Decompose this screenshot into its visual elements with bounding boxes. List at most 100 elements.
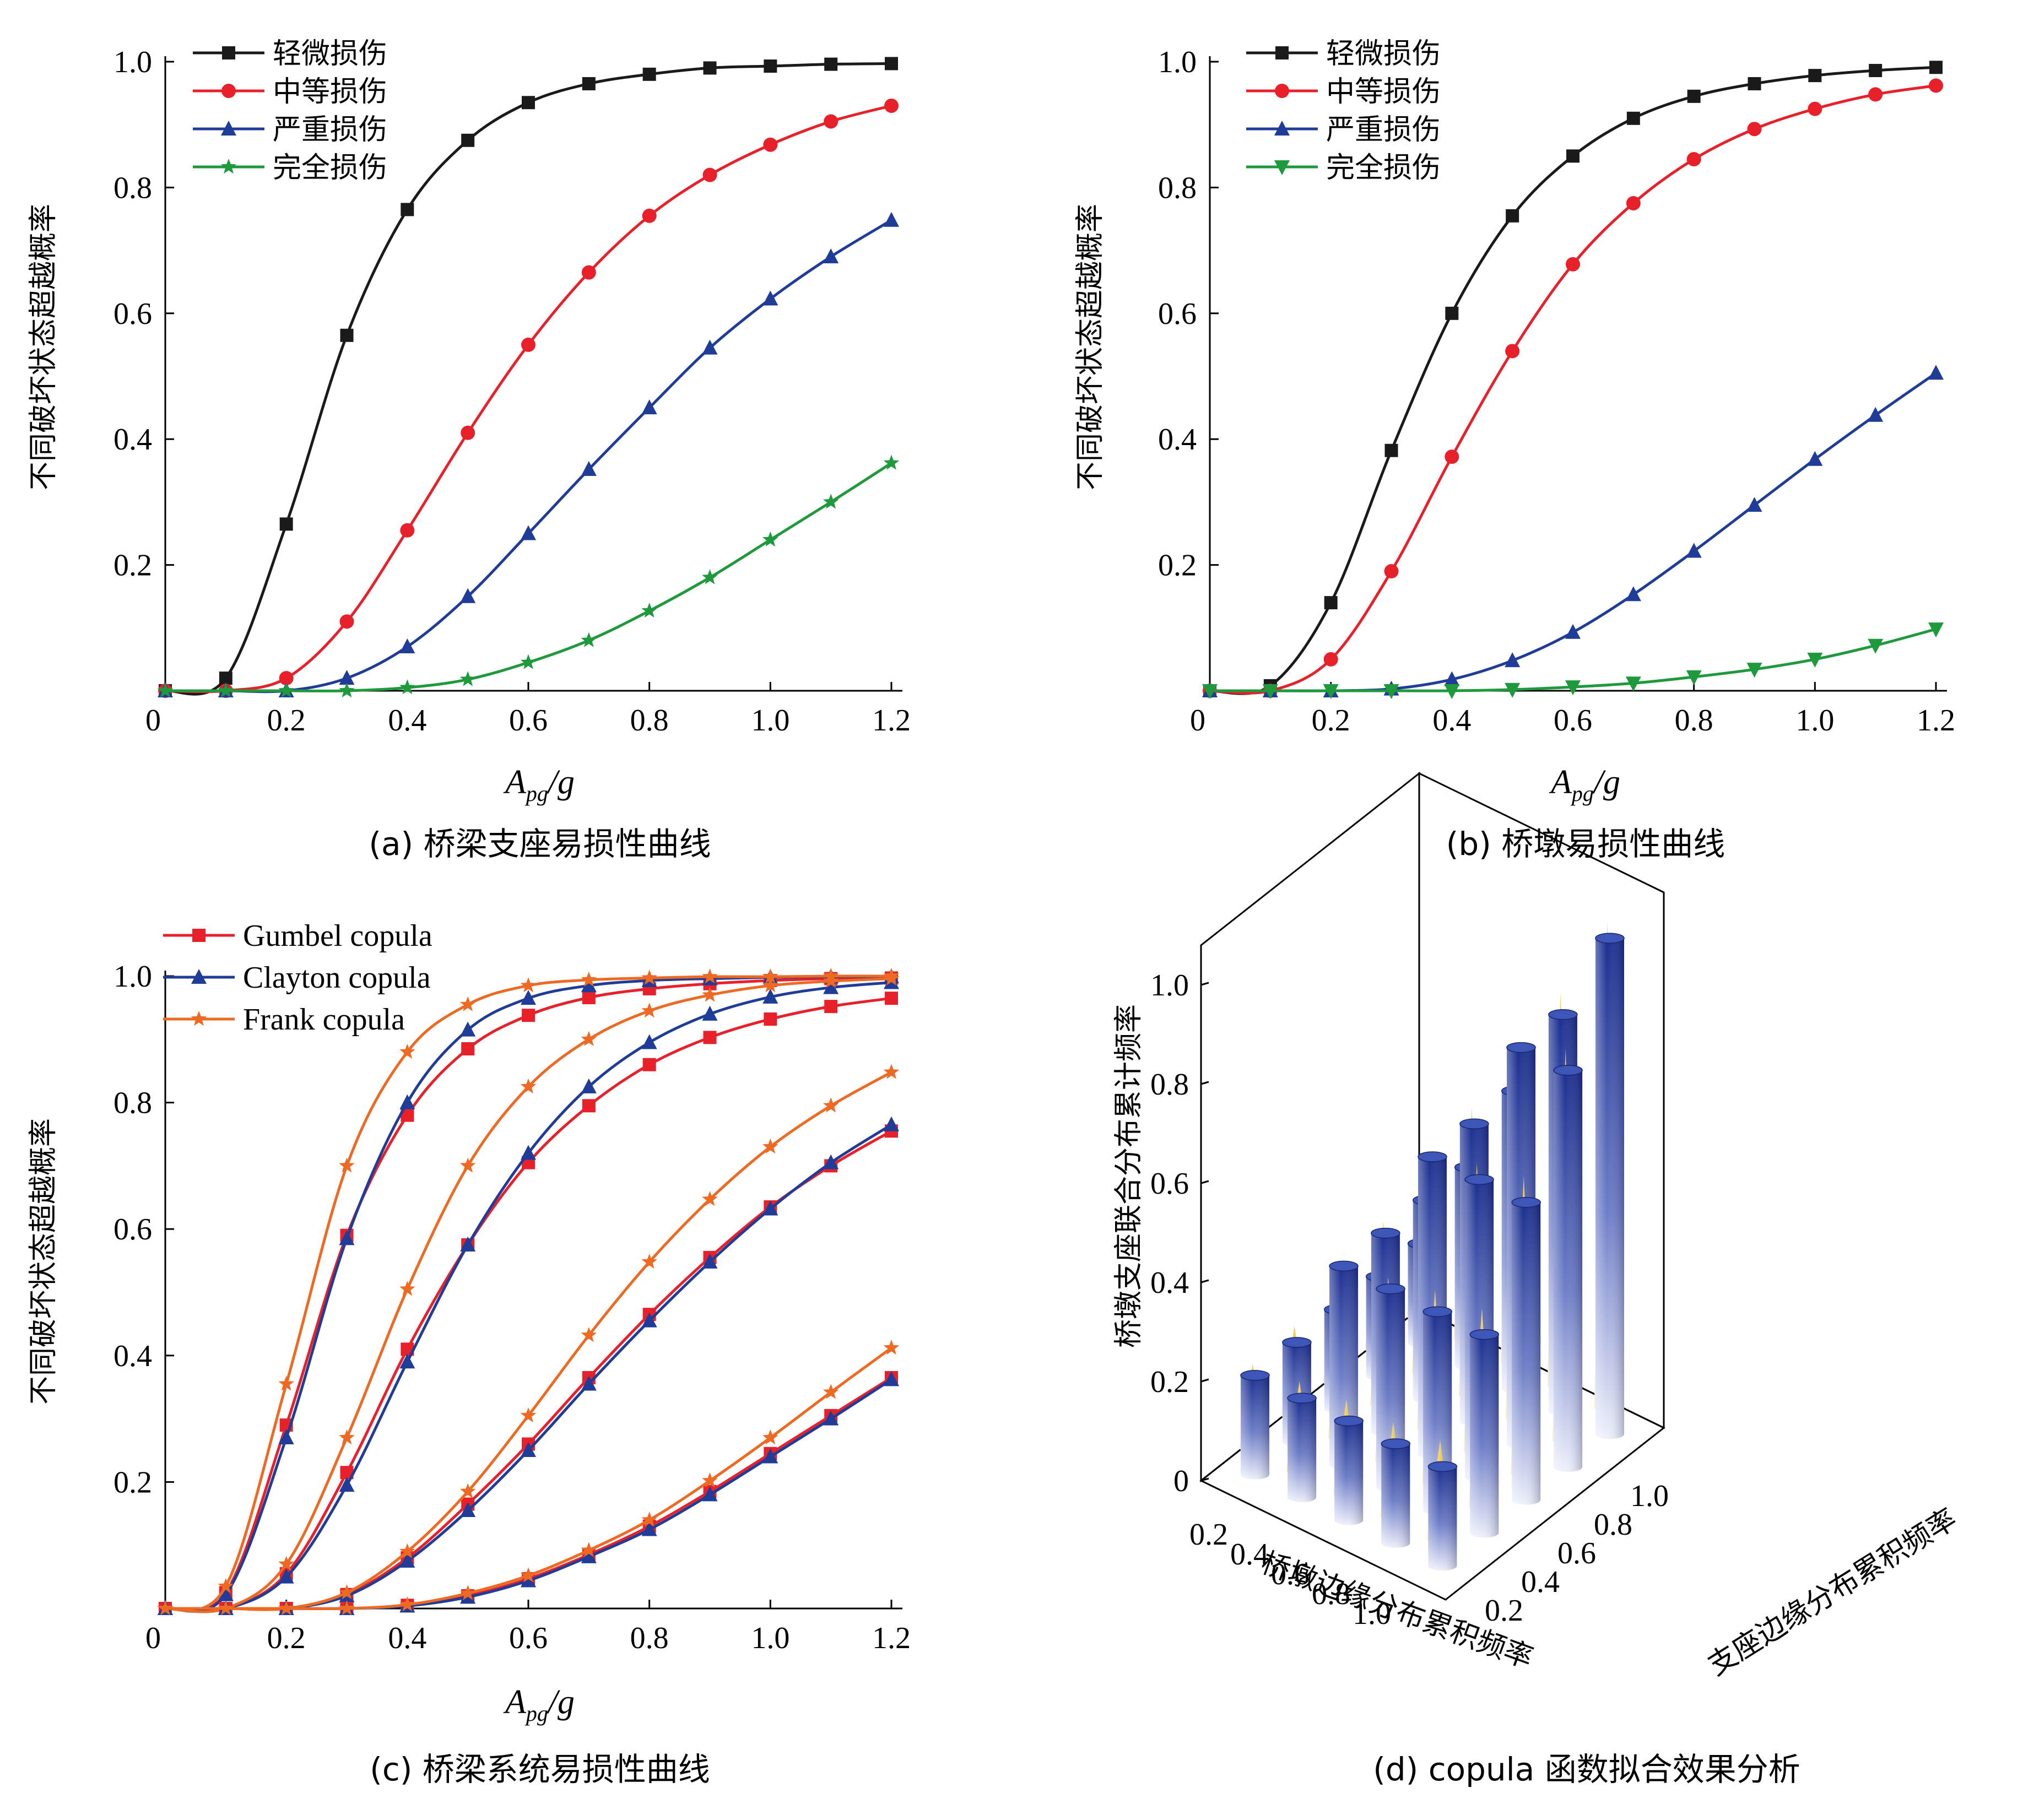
c-data-point <box>762 968 778 984</box>
b-y-tick-label: 0.6 <box>1158 297 1197 331</box>
d-cylinder-top <box>1595 933 1625 944</box>
c-data-point <box>884 1116 899 1131</box>
b-series <box>1202 61 1944 699</box>
d-z-tick-label: 0.8 <box>1150 1068 1189 1102</box>
c-data-point <box>339 1584 355 1600</box>
b-data-point <box>1323 684 1339 699</box>
c-y-tick-label: 0.2 <box>113 1465 152 1499</box>
c-data-point <box>218 1586 234 1601</box>
a-x-tick-label: 1.2 <box>872 703 911 738</box>
c-data-point <box>641 1312 657 1328</box>
d-cylinder-top <box>1240 1370 1270 1381</box>
c-data-point <box>762 1448 778 1464</box>
c-data-point <box>581 1548 597 1563</box>
b-data-point <box>1929 61 1943 74</box>
b-data-point <box>1808 69 1822 83</box>
d-z-tick <box>1200 1180 1209 1184</box>
a-legend-marker <box>222 46 235 59</box>
c-data-point <box>762 977 778 993</box>
b-data-point <box>1565 680 1581 696</box>
b-data-point <box>1686 543 1702 558</box>
d-x-tick-label: 0.2 <box>1189 1518 1228 1552</box>
d-cylinder-top <box>1511 1197 1541 1208</box>
c-data-point <box>157 1600 174 1616</box>
panel-d: 00.20.40.60.81.01.00.80.60.40.20.20.40.6… <box>1112 771 1962 1788</box>
d-cylinder-top <box>1282 1337 1312 1348</box>
d-cylinder-top <box>1506 1042 1536 1053</box>
a-data-point <box>823 494 839 509</box>
a-x-tick-label: 0 <box>145 703 161 738</box>
d-cylinder-top <box>1371 1227 1400 1239</box>
c-data-point <box>823 979 839 994</box>
c-data-point <box>702 987 718 1002</box>
b-data-point <box>1747 122 1762 137</box>
c-data-point <box>461 1042 475 1056</box>
a-data-point <box>459 671 476 686</box>
d-z-tick <box>1200 1477 1209 1482</box>
c-series-line <box>165 975 892 1613</box>
c-x-tick-label: 0.8 <box>630 1621 669 1655</box>
a-x-tick-label: 0.2 <box>267 703 306 738</box>
a-data-point <box>340 328 354 342</box>
a-data-point <box>279 671 294 686</box>
c-data-point <box>520 1078 537 1093</box>
c-data-point <box>520 977 537 993</box>
d-x-tick-label: 0.4 <box>1230 1537 1269 1572</box>
c-data-point <box>581 1078 597 1093</box>
b-data-point <box>1868 407 1884 422</box>
a-data-point <box>703 61 717 75</box>
c-data-point <box>702 1253 718 1269</box>
a-data-point <box>461 425 475 440</box>
a-legend-label: 严重损伤 <box>273 113 387 147</box>
b-y-tick-label: 1.0 <box>1158 45 1197 79</box>
a-legend-label: 中等损伤 <box>273 75 387 109</box>
d-cylinder-top <box>1464 1174 1494 1185</box>
b-data-point <box>1383 684 1399 699</box>
a-ylabel: 不同破坏状态超越概率 <box>27 204 60 490</box>
c-data-point <box>459 1585 476 1600</box>
d-cylinder-top <box>1376 1283 1405 1294</box>
c-x-tick-label: 0.4 <box>388 1621 426 1655</box>
c-series-line <box>165 976 892 1613</box>
a-series-line <box>165 219 892 694</box>
a-data-point <box>218 682 234 698</box>
a-data-point <box>521 525 536 540</box>
c-data-point <box>522 1009 535 1022</box>
b-data-point <box>1566 149 1580 163</box>
a-data-point <box>642 67 656 81</box>
b-x-tick-label: 1.0 <box>1795 703 1834 738</box>
c-series <box>157 968 900 1616</box>
c-data-point <box>641 1034 657 1049</box>
a-data-point <box>399 679 415 695</box>
d-cylinder-top <box>1422 1306 1452 1317</box>
c-data-point <box>339 1600 355 1616</box>
b-data-point <box>1202 684 1218 699</box>
c-data-point <box>762 1429 778 1445</box>
c-data-point <box>218 1600 234 1616</box>
c-legend-label: Frank copula <box>243 1003 405 1037</box>
d-x-tick-label: 0.8 <box>1312 1577 1350 1611</box>
c-y-tick-label: 0.6 <box>113 1212 152 1247</box>
d-y-tick-label: 0.6 <box>1557 1536 1596 1570</box>
c-data-point <box>339 1157 355 1173</box>
b-data-point <box>1868 638 1884 654</box>
d-cylinder <box>1334 1415 1364 1525</box>
panel-c: 0 0.2 0.4 0.6 0.8 1.0 1.2 0.2 0.4 0.6 0.8 1.0 Gumbe… <box>27 919 911 1788</box>
a-x-tick-label: 0.8 <box>630 703 669 738</box>
b-x-tick-label: 0.6 <box>1554 703 1592 738</box>
c-data-point <box>702 1486 718 1502</box>
a-data-point <box>339 682 355 698</box>
c-data-point <box>884 1371 899 1386</box>
a-legend-label: 轻微损伤 <box>273 37 387 71</box>
d-cylinder-shade <box>1428 1466 1457 1571</box>
c-data-point <box>399 1353 415 1369</box>
c-legend: Gumbel copula Clayton copula Frank copula <box>163 919 432 1037</box>
a-data-point <box>884 212 899 227</box>
a-data-point <box>702 167 717 182</box>
c-data-point <box>764 1012 777 1026</box>
c-data-point <box>460 1021 476 1037</box>
c-data-point <box>702 1191 718 1206</box>
c-data-point <box>399 1281 415 1296</box>
b-ylabel: 不同破坏状态超越概率 <box>1074 204 1107 490</box>
